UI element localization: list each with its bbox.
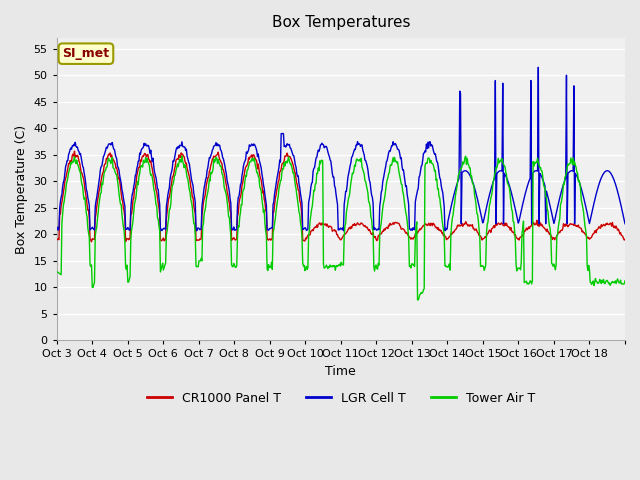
X-axis label: Time: Time xyxy=(326,365,356,378)
Legend: CR1000 Panel T, LGR Cell T, Tower Air T: CR1000 Panel T, LGR Cell T, Tower Air T xyxy=(142,387,540,410)
Text: SI_met: SI_met xyxy=(62,47,109,60)
Title: Box Temperatures: Box Temperatures xyxy=(271,15,410,30)
Y-axis label: Box Temperature (C): Box Temperature (C) xyxy=(15,125,28,254)
